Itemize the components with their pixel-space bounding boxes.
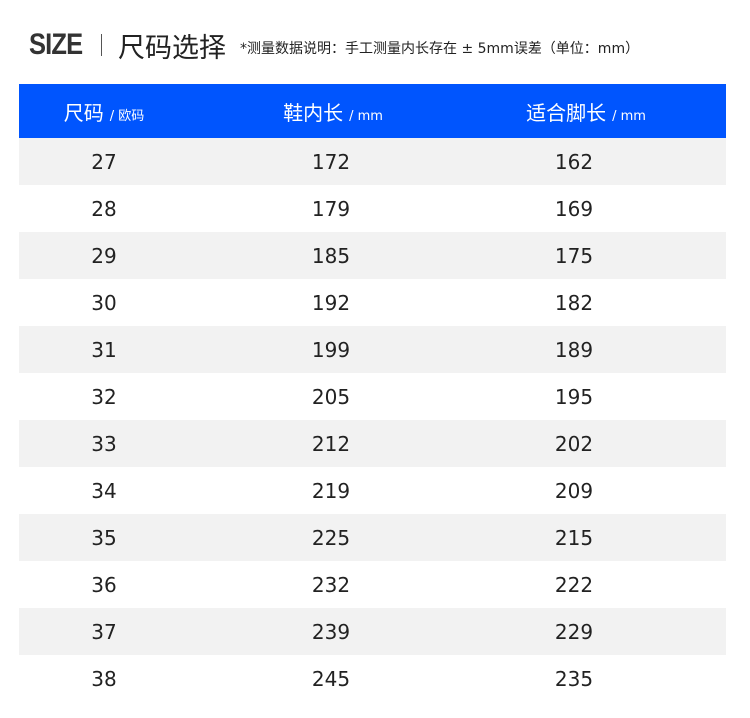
table-row: 32 205 195: [19, 373, 726, 420]
table-cell: 232: [311, 572, 351, 597]
size-table: 尺码 / 欧码 鞋内长 / mm 适合脚长 / mm 27 172 162 28 179 169…: [19, 84, 726, 702]
divider: [101, 34, 102, 56]
table-cell: 162: [554, 149, 594, 174]
header-unit: / mm: [612, 108, 646, 124]
header-size: 尺码 / 欧码: [64, 97, 145, 126]
table-row: 37 239 229: [19, 608, 726, 655]
table-cell: 36: [91, 572, 117, 597]
table-cell: 169: [554, 196, 594, 221]
table-cell: 245: [311, 666, 351, 691]
table-row: 36 232 222: [19, 561, 726, 608]
table-cell: 182: [554, 290, 594, 315]
header-label: 尺码: [63, 100, 104, 125]
table-cell: 38: [91, 666, 117, 691]
table-cell: 37: [91, 619, 117, 644]
size-label: SIZE: [29, 28, 83, 61]
table-cell: 229: [554, 619, 594, 644]
table-cell: 205: [311, 384, 351, 409]
table-cell: 225: [311, 525, 351, 550]
table-row: 33 212 202: [19, 420, 726, 467]
title-bar: SIZE 尺码选择 *测量数据说明：手工测量内长存在 ± 5mm误差（单位：mm…: [29, 28, 640, 64]
table-cell: 175: [554, 243, 594, 268]
header-unit: / 欧码: [109, 108, 145, 124]
table-cell: 199: [311, 337, 351, 362]
header-unit: / mm: [349, 108, 383, 124]
table-row: 34 219 209: [19, 467, 726, 514]
table-cell: 209: [554, 478, 594, 503]
table-cell: 192: [311, 290, 351, 315]
table-cell: 28: [91, 196, 117, 221]
table-cell: 235: [554, 666, 594, 691]
table-cell: 179: [311, 196, 351, 221]
table-cell: 27: [91, 149, 117, 174]
table-row: 35 225 215: [19, 514, 726, 561]
measurement-note: *测量数据说明：手工测量内长存在 ± 5mm误差（单位：mm）: [240, 41, 640, 57]
table-row: 38 245 235: [19, 655, 726, 702]
header-inner-length: 鞋内长 / mm: [283, 97, 383, 126]
table-cell: 195: [554, 384, 594, 409]
table-cell: 172: [311, 149, 351, 174]
table-cell: 189: [554, 337, 594, 362]
table-header: 尺码 / 欧码 鞋内长 / mm 适合脚长 / mm: [19, 84, 726, 138]
header-label: 鞋内长: [283, 100, 344, 125]
table-cell: 215: [554, 525, 594, 550]
table-body: 27 172 162 28 179 169 29 185 175 30 192 182 31 199 189…: [19, 138, 726, 702]
table-cell: 219: [311, 478, 351, 503]
table-cell: 30: [91, 290, 117, 315]
table-cell: 34: [91, 478, 117, 503]
table-row: 27 172 162: [19, 138, 726, 185]
table-row: 29 185 175: [19, 232, 726, 279]
table-cell: 35: [91, 525, 117, 550]
table-cell: 222: [554, 572, 594, 597]
table-cell: 29: [91, 243, 117, 268]
table-row: 30 192 182: [19, 279, 726, 326]
header-foot-length: 适合脚长 / mm: [526, 97, 646, 126]
table-row: 28 179 169: [19, 185, 726, 232]
table-cell: 212: [311, 431, 351, 456]
table-cell: 239: [311, 619, 351, 644]
table-cell: 31: [91, 337, 117, 362]
table-row: 31 199 189: [19, 326, 726, 373]
table-cell: 33: [91, 431, 117, 456]
table-cell: 202: [554, 431, 594, 456]
header-label: 适合脚长: [526, 100, 607, 125]
table-cell: 32: [91, 384, 117, 409]
table-cell: 185: [311, 243, 351, 268]
page-title: 尺码选择: [118, 32, 226, 64]
